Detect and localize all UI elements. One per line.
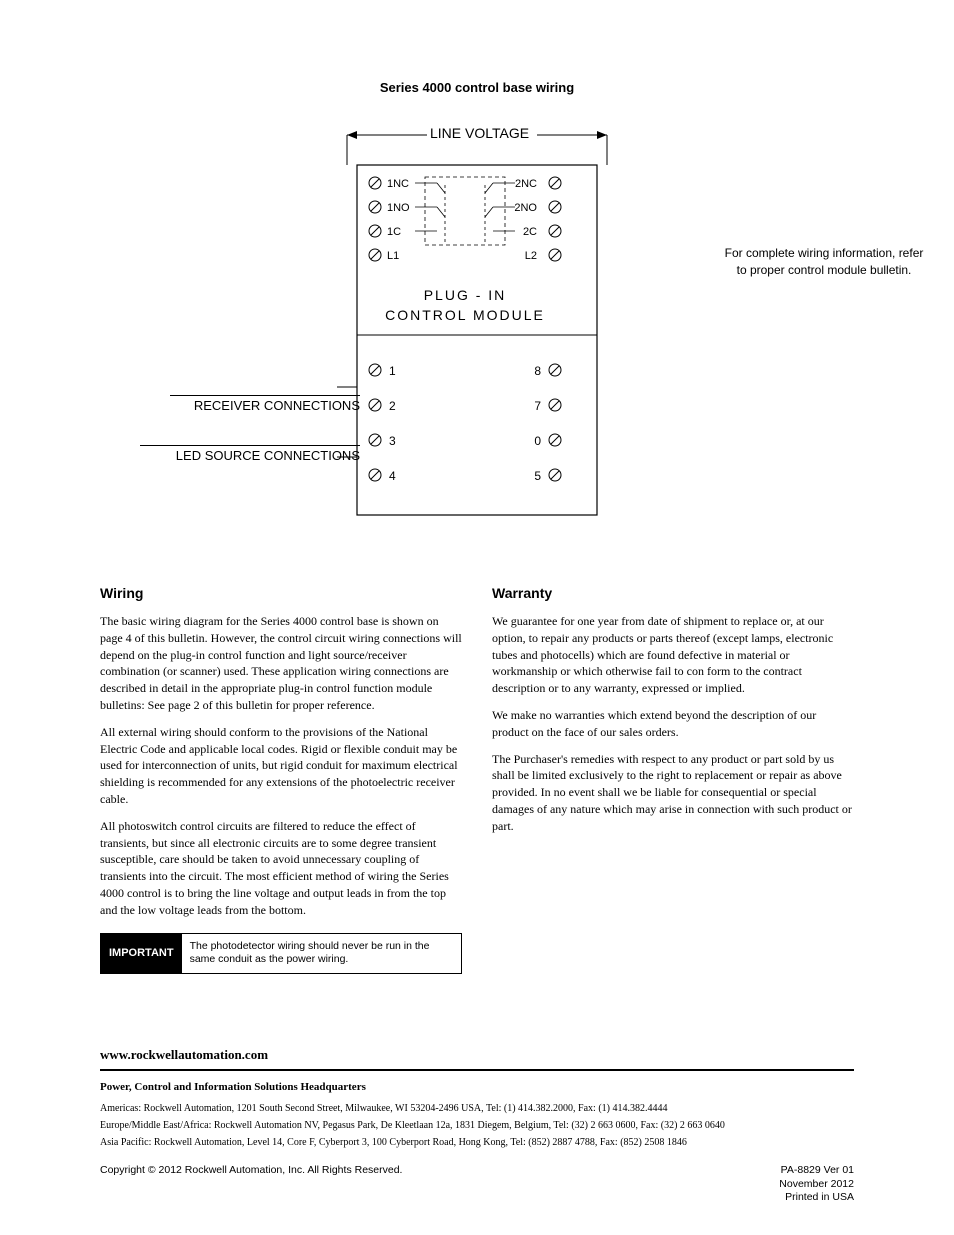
warranty-p2: We make no warranties which extend beyon… xyxy=(492,707,854,741)
warranty-column: Warranty We guarantee for one year from … xyxy=(492,585,854,974)
footer-hq-heading: Power, Control and Information Solutions… xyxy=(100,1081,854,1093)
term-8: 8 xyxy=(534,364,541,378)
wiring-p3: All photoswitch control circuits are fil… xyxy=(100,818,462,919)
receiver-connections-label: RECEIVER CONNECTIONS xyxy=(170,395,360,413)
term-1: 1 xyxy=(389,364,396,378)
term-l1: L1 xyxy=(387,250,399,262)
important-text: The photodetector wiring should never be… xyxy=(182,934,461,973)
content-columns: Wiring The basic wiring diagram for the … xyxy=(100,585,854,974)
term-2c: 2C xyxy=(523,226,537,238)
term-3: 3 xyxy=(389,434,396,448)
warranty-heading: Warranty xyxy=(492,585,854,601)
footer-addr-emea: Europe/Middle East/Africa: Rockwell Auto… xyxy=(100,1118,854,1133)
footer: www.rockwellautomation.com Power, Contro… xyxy=(100,1047,854,1205)
term-2no: 2NO xyxy=(514,202,537,214)
term-2: 2 xyxy=(389,399,396,413)
module-label-1: PLUG - IN xyxy=(424,287,507,303)
footer-url: www.rockwellautomation.com xyxy=(100,1047,854,1063)
wiring-p2: All external wiring should conform to th… xyxy=(100,724,462,808)
wiring-heading: Wiring xyxy=(100,585,462,601)
important-label: IMPORTANT xyxy=(101,934,182,973)
footer-addr-americas: Americas: Rockwell Automation, 1201 Sout… xyxy=(100,1101,854,1116)
term-2nc: 2NC xyxy=(515,178,537,190)
term-4: 4 xyxy=(389,469,396,483)
term-1nc: 1NC xyxy=(387,178,409,190)
term-1no: 1NO xyxy=(387,202,410,214)
warranty-p1: We guarantee for one year from date of s… xyxy=(492,613,854,697)
term-5: 5 xyxy=(534,469,541,483)
term-0: 0 xyxy=(534,434,541,448)
footer-country: Printed in USA xyxy=(779,1191,854,1205)
page-title: Series 4000 control base wiring xyxy=(100,80,854,95)
wiring-p1: The basic wiring diagram for the Series … xyxy=(100,613,462,714)
wiring-column: Wiring The basic wiring diagram for the … xyxy=(100,585,462,974)
term-1c: 1C xyxy=(387,226,401,238)
footer-date: November 2012 xyxy=(779,1178,854,1192)
term-7: 7 xyxy=(534,399,541,413)
footer-copyright: Copyright © 2012 Rockwell Automation, In… xyxy=(100,1164,402,1205)
led-source-connections-label: LED SOURCE CONNECTIONS xyxy=(140,445,360,463)
footer-addr-ap: Asia Pacific: Rockwell Automation, Level… xyxy=(100,1135,854,1150)
footer-rule xyxy=(100,1069,854,1071)
wiring-diagram: LINE VOLTAGE RECEIVER CONNECTIONS LED SO… xyxy=(100,125,854,545)
warranty-p3: The Purchaser's remedies with respect to… xyxy=(492,751,854,835)
line-voltage-label: LINE VOLTAGE xyxy=(430,125,529,141)
term-l2: L2 xyxy=(525,250,537,262)
module-label-2: CONTROL MODULE xyxy=(385,307,545,323)
diagram-side-note: For complete wiring information, refer t… xyxy=(724,245,924,279)
important-box: IMPORTANT The photodetector wiring shoul… xyxy=(100,933,462,974)
footer-doc-id: PA-8829 Ver 01 xyxy=(779,1164,854,1178)
diagram-svg: 1NC 1NO 1C L1 2NC 2NO 2C L2 xyxy=(337,125,617,525)
